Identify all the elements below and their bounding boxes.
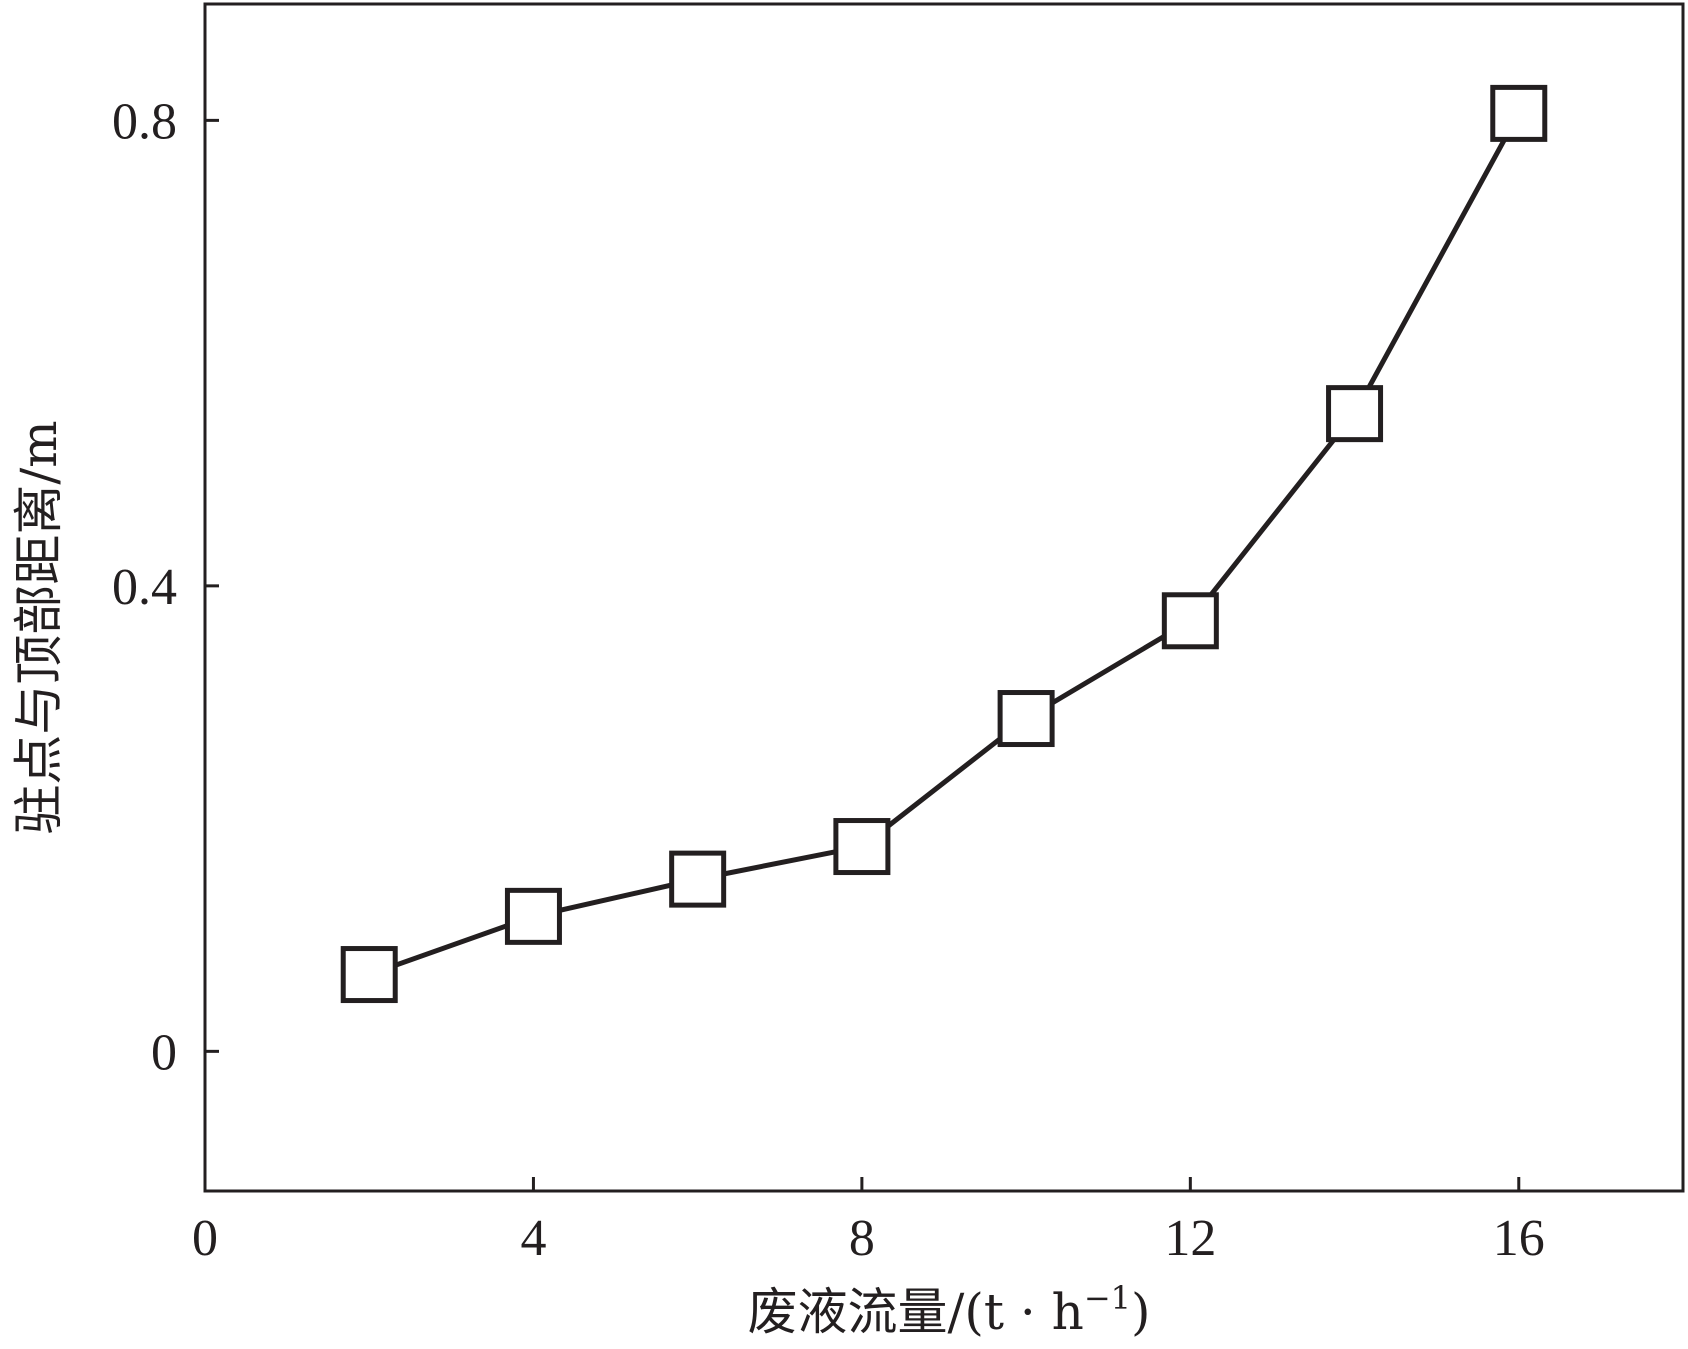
data-point-marker — [1161, 592, 1219, 650]
data-point-marker — [340, 946, 398, 1004]
data-point-marker — [504, 887, 562, 945]
x-tick-label: 12 — [1164, 1210, 1216, 1267]
x-tick-label: 0 — [192, 1210, 218, 1267]
y-axis-title: 驻点与顶部距离/m — [10, 420, 68, 834]
series-layer — [340, 84, 1548, 1004]
x-axis-title: 废液流量/(t · h−1) — [747, 1279, 1150, 1341]
data-point-marker — [997, 690, 1055, 748]
data-point-marker — [669, 850, 727, 908]
y-tick-label: 0.8 — [112, 93, 177, 150]
y-axis-ticks: 0 0.4 0.8 — [112, 93, 219, 1081]
data-point-marker — [1490, 84, 1548, 142]
x-axis-ticks: 0 4 8 12 16 — [192, 1177, 1545, 1267]
x-tick-label: 16 — [1493, 1210, 1545, 1267]
y-tick-label: 0 — [151, 1024, 177, 1081]
data-point-marker — [1326, 385, 1384, 443]
data-point-marker — [833, 818, 891, 876]
x-tick-label: 8 — [849, 1210, 875, 1267]
plot-frame — [203, 2, 1685, 1193]
x-tick-label: 4 — [520, 1210, 546, 1267]
series-line — [368, 112, 1521, 977]
y-tick-label: 0.4 — [112, 559, 177, 616]
